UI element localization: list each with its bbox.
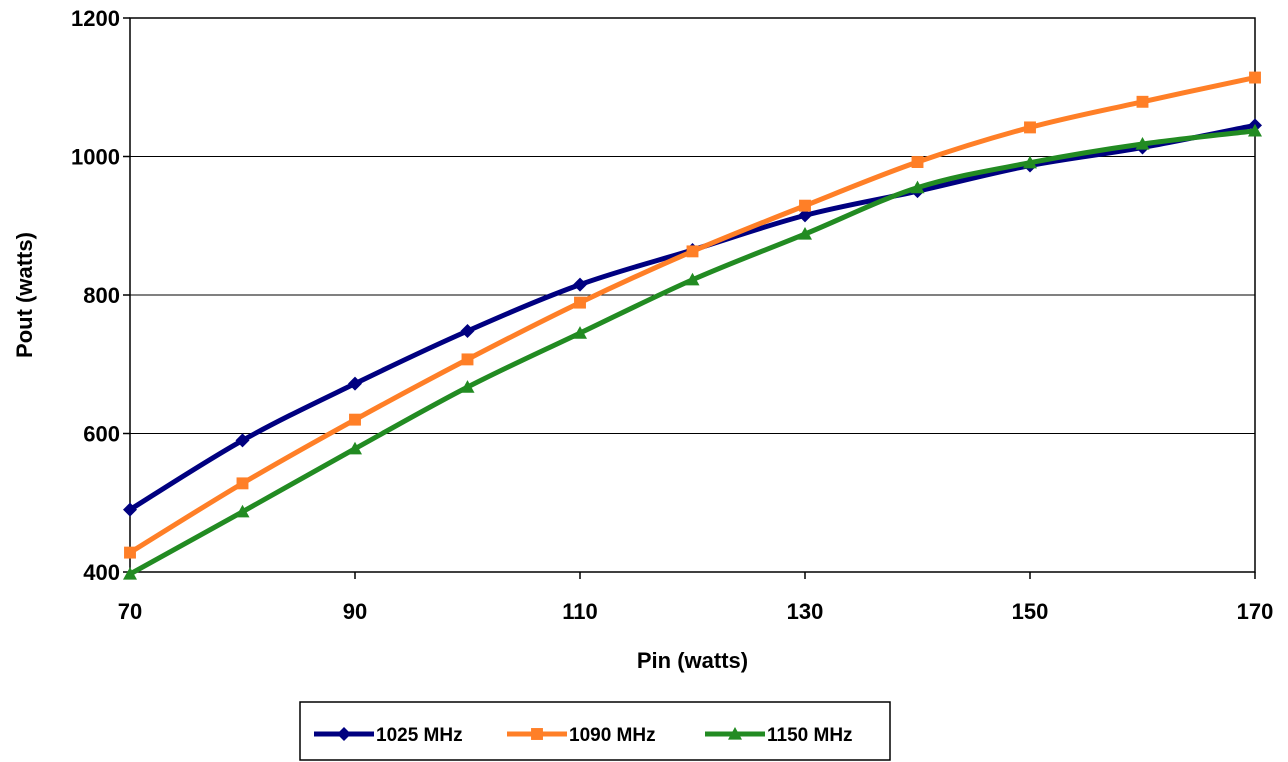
data-point: [573, 277, 587, 292]
legend-box: [299, 701, 891, 761]
data-point: [910, 180, 925, 194]
data-point: [1136, 95, 1149, 108]
y-tick-label: 1000: [71, 145, 120, 170]
x-tick-label: 130: [787, 599, 824, 624]
data-point: [686, 245, 699, 258]
series-line: [127, 128, 1258, 577]
x-tick-label: 90: [343, 599, 367, 624]
data-point: [460, 380, 475, 393]
series-line: [127, 75, 1258, 556]
data-point: [798, 227, 812, 240]
data-point: [573, 326, 587, 339]
legend-item: 1150 MHz: [705, 725, 853, 746]
legend-item: 1025 MHz: [314, 725, 463, 746]
data-point: [911, 156, 924, 168]
legend-label: 1090 MHz: [569, 725, 656, 746]
data-point: [799, 199, 811, 212]
data-point: [349, 413, 361, 426]
y-tick-label: 800: [83, 283, 120, 308]
legend-item: 1090 MHz: [507, 725, 656, 746]
legend-label: 1150 MHz: [767, 725, 853, 746]
data-point: [236, 477, 249, 490]
x-axis-title: Pin (watts): [637, 648, 748, 673]
data-point: [235, 504, 250, 518]
legend-marker: [728, 727, 742, 740]
x-tick-label: 70: [118, 599, 142, 624]
data-point: [1023, 155, 1037, 169]
data-point: [123, 567, 137, 580]
legend: 1025 MHz 1090 MHz 1150 MHz: [299, 701, 891, 761]
data-point: [460, 324, 475, 339]
series-1025-mhz: [123, 118, 1262, 517]
data-point: [235, 433, 250, 448]
legend-label: 1025 MHz: [376, 725, 463, 746]
data-point: [798, 208, 812, 223]
x-tick-label: 170: [1237, 599, 1274, 624]
y-axis-title: Pout (watts): [12, 232, 37, 358]
legend-marker: [337, 727, 351, 741]
data-point: [124, 546, 136, 559]
y-tick-label: 400: [83, 560, 120, 585]
data-point: [348, 441, 362, 455]
x-axis: 70 90 110 130 150 170: [118, 572, 1274, 624]
x-tick-label: 110: [562, 599, 598, 624]
data-point: [461, 353, 474, 366]
data-point: [574, 296, 586, 309]
data-point: [1024, 121, 1036, 134]
series-1090-mhz: [124, 71, 1261, 559]
x-tick-label: 150: [1012, 599, 1049, 624]
y-tick-label: 1200: [71, 6, 120, 31]
data-point: [1248, 123, 1262, 137]
data-point: [1249, 71, 1261, 84]
data-point: [685, 272, 700, 286]
data-point: [348, 376, 362, 391]
y-axis: 400 600 800 1000 1200: [71, 6, 130, 585]
legend-marker: [531, 728, 543, 740]
series-1150-mhz: [123, 123, 1262, 580]
gridlines: [130, 17, 1255, 573]
y-tick-label: 600: [83, 422, 120, 447]
data-point: [123, 502, 137, 517]
series-group: [123, 71, 1262, 580]
data-point: [1135, 137, 1150, 150]
